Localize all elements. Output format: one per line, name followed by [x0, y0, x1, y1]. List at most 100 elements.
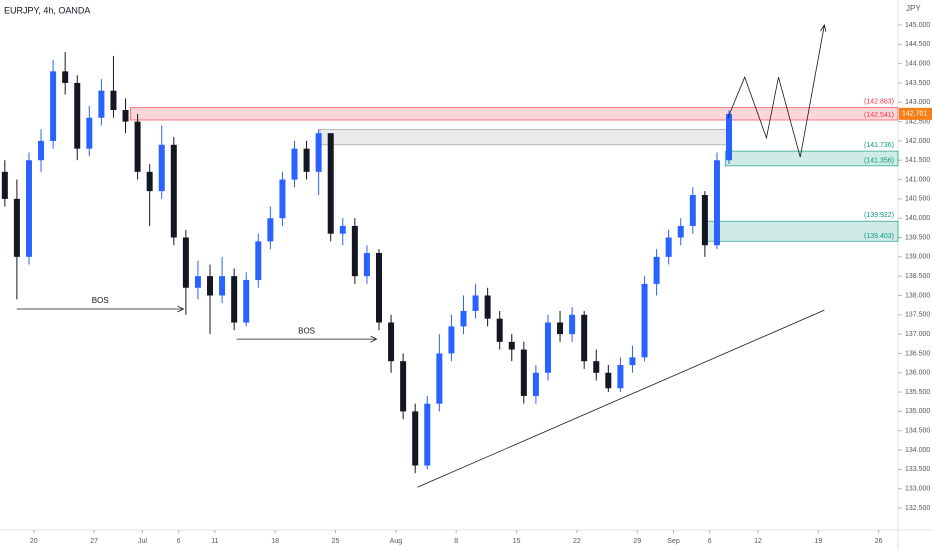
candle-body	[701, 195, 708, 246]
candle-body	[424, 403, 431, 466]
candle-body	[400, 361, 407, 412]
y-tick-label: 142.000	[905, 138, 930, 145]
y-tick-label: 136.500	[905, 350, 930, 357]
candle-body	[327, 133, 334, 234]
x-tick-label: 6	[177, 538, 181, 545]
candle-body	[629, 357, 636, 366]
candle-body	[544, 322, 551, 373]
y-tick-label: 142.500	[905, 118, 930, 125]
candle-body	[496, 318, 503, 342]
candle-body	[62, 71, 69, 83]
candle-body	[86, 117, 93, 149]
candle-body	[50, 71, 57, 141]
zone-label: (141.736)	[864, 142, 894, 149]
y-tick-label: 135.000	[905, 408, 930, 415]
candle-body	[267, 218, 274, 242]
candle-body	[665, 237, 672, 257]
y-tick-label: 139.000	[905, 254, 930, 261]
candle-body	[689, 195, 696, 226]
x-tick-label: 29	[633, 538, 641, 545]
zone-label: (141.356)	[864, 158, 894, 165]
bos-arrow	[370, 335, 378, 343]
candle-body	[207, 276, 214, 296]
candle-body	[532, 372, 539, 396]
x-tick-label: Jul	[138, 538, 147, 545]
zone-label: (139.403)	[864, 233, 894, 240]
candle-body	[569, 314, 576, 335]
x-tick-label: 27	[90, 538, 98, 545]
y-tick-label: 143.000	[905, 99, 930, 106]
candle-body	[279, 179, 286, 219]
y-tick-label: 141.000	[905, 176, 930, 183]
x-tick-label: Sep	[667, 538, 680, 545]
candle-body	[146, 171, 153, 192]
y-tick-label: 137.000	[905, 331, 930, 338]
y-tick-label: 143.500	[905, 80, 930, 87]
candle-body	[315, 133, 322, 172]
x-tick-label: 20	[30, 538, 38, 545]
x-tick-label: 12	[754, 538, 762, 545]
x-tick-label: 11	[211, 538, 218, 545]
zone	[129, 107, 899, 121]
zone-label: (142.863)	[864, 98, 894, 105]
x-tick-label: 22	[573, 538, 581, 545]
y-tick-label: 140.500	[905, 196, 930, 203]
candle-body	[291, 148, 298, 180]
x-tick-label: 8	[454, 538, 458, 545]
y-axis-label: JPY	[906, 4, 921, 13]
candle-body	[339, 225, 346, 234]
y-tick-label: 132.500	[905, 505, 930, 512]
candle-body	[1, 171, 8, 199]
projection-arrowhead	[820, 23, 827, 32]
y-tick-label: 138.500	[905, 273, 930, 280]
candle-body	[653, 256, 660, 284]
candle-body	[98, 90, 105, 118]
y-tick-label: 136.000	[905, 370, 930, 377]
zone	[319, 128, 729, 146]
y-tick-label: 141.500	[905, 157, 930, 164]
candle-body	[255, 241, 262, 281]
zone	[725, 150, 899, 167]
y-tick-label: 137.500	[905, 312, 930, 319]
candle-body	[581, 314, 588, 362]
y-tick-label: 133.000	[905, 486, 930, 493]
candle-body	[484, 295, 491, 319]
x-tick-label: 18	[271, 538, 279, 545]
candle-body	[520, 349, 527, 396]
candle-body	[231, 276, 238, 323]
candle-body	[412, 411, 419, 466]
y-tick-label: 138.000	[905, 292, 930, 299]
bos-label: BOS	[92, 296, 109, 305]
y-tick-label: 145.000	[905, 22, 930, 29]
candle-body	[448, 326, 455, 354]
candle-body	[472, 295, 479, 311]
y-tick-label: 133.500	[905, 466, 930, 473]
projection-path	[727, 24, 825, 158]
candle-body	[436, 353, 443, 404]
y-tick-label: 135.500	[905, 389, 930, 396]
candle-body	[219, 276, 226, 296]
candle-body	[303, 148, 310, 172]
trendline	[417, 309, 825, 488]
candle-body	[713, 160, 720, 246]
candle-body	[726, 113, 733, 161]
candle-body	[158, 144, 165, 192]
candle-body	[557, 322, 564, 335]
candle-body	[122, 110, 129, 122]
candle-body	[243, 280, 250, 323]
y-tick-label: 134.000	[905, 447, 930, 454]
x-tick-label: 6	[708, 538, 712, 545]
zone-label: (142.541)	[864, 112, 894, 119]
candle-body	[170, 144, 177, 238]
y-tick-label: 144.500	[905, 41, 930, 48]
x-tick-label: 19	[814, 538, 822, 545]
last-price-label: 142.701	[902, 111, 927, 118]
candle-body	[593, 361, 600, 373]
candle-body	[460, 310, 467, 327]
chart-title: EURJPY, 4h, OANDA	[4, 5, 90, 15]
candle-body	[677, 225, 684, 238]
zone-label: (139.922)	[864, 212, 894, 219]
candle-body	[13, 198, 20, 257]
